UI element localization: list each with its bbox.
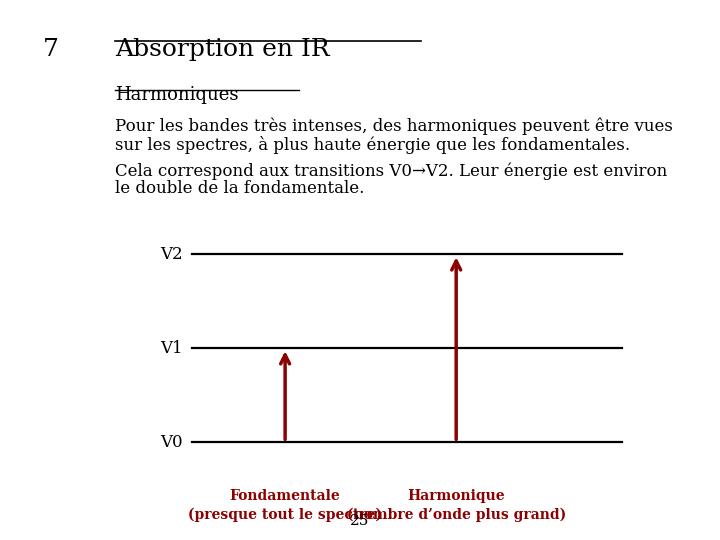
Text: le double de la fondamentale.: le double de la fondamentale. bbox=[115, 180, 364, 197]
Text: sur les spectres, à plus haute énergie que les fondamentales.: sur les spectres, à plus haute énergie q… bbox=[115, 136, 630, 154]
Text: 25: 25 bbox=[351, 514, 369, 528]
Text: Pour les bandes très intenses, des harmoniques peuvent être vues: Pour les bandes très intenses, des harmo… bbox=[115, 118, 673, 135]
Text: V0: V0 bbox=[160, 434, 182, 451]
Text: Harmonique
(nombre d’onde plus grand): Harmonique (nombre d’onde plus grand) bbox=[346, 489, 566, 522]
Text: Fondamentale
(presque tout le spectre): Fondamentale (presque tout le spectre) bbox=[188, 489, 382, 522]
Text: Absorption en IR: Absorption en IR bbox=[115, 38, 330, 61]
Text: Harmoniques: Harmoniques bbox=[115, 86, 239, 104]
Text: V1: V1 bbox=[160, 340, 182, 357]
Text: Cela correspond aux transitions V0→V2. Leur énergie est environ: Cela correspond aux transitions V0→V2. L… bbox=[115, 162, 667, 179]
Text: 7: 7 bbox=[43, 38, 59, 61]
Text: V2: V2 bbox=[160, 246, 182, 263]
